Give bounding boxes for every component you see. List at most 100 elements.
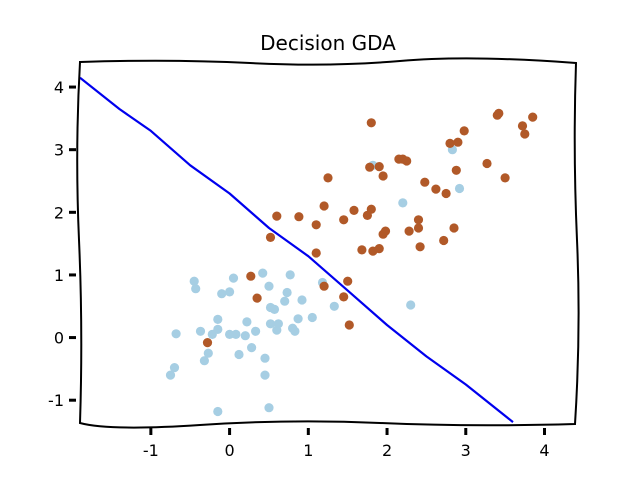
- class-1-point: [366, 204, 376, 214]
- class-1-point: [451, 165, 461, 175]
- class-1-point: [319, 201, 329, 211]
- class-0-point: [231, 329, 241, 339]
- class-0-point: [297, 295, 307, 305]
- class-1-point: [323, 173, 333, 183]
- class-0-point: [307, 312, 317, 323]
- class-1-point: [517, 121, 528, 131]
- class-1-point: [272, 211, 282, 221]
- class-1-point: [374, 244, 384, 254]
- class-1-point: [365, 162, 375, 172]
- class-1-point: [339, 215, 349, 225]
- class-1-point: [246, 271, 256, 281]
- class-1-point: [459, 126, 469, 136]
- class-0-point: [165, 370, 176, 380]
- y-tick-label: 3: [54, 141, 64, 160]
- class-0-point: [329, 301, 339, 311]
- class-1-point: [202, 338, 213, 348]
- class-0-point: [234, 349, 244, 360]
- class-0-point: [265, 319, 276, 329]
- class-1-point: [413, 223, 424, 233]
- class-0-point: [213, 314, 223, 324]
- class-1-point: [500, 173, 510, 183]
- class-0-point: [251, 326, 261, 336]
- x-tick-label: 2: [382, 441, 392, 460]
- class-0-point: [258, 268, 268, 278]
- x-tick-label: 1: [303, 441, 313, 460]
- y-tick-label: 2: [54, 203, 64, 222]
- class-1-point: [404, 226, 414, 236]
- class-1-point: [311, 248, 321, 258]
- class-0-point: [264, 281, 274, 291]
- x-tick-label: 3: [461, 441, 471, 460]
- decision-boundary-line: [80, 76, 514, 423]
- plot-frame: [76, 57, 580, 429]
- y-tick-label: 0: [54, 329, 64, 348]
- class-1-point: [482, 158, 492, 169]
- class-1-point: [344, 320, 354, 330]
- class-0-point: [225, 329, 235, 339]
- class-1-point: [380, 226, 391, 236]
- class-1-point: [449, 223, 459, 233]
- class-0-point: [213, 324, 223, 334]
- class-0-point: [282, 287, 292, 298]
- class-1-point: [520, 129, 530, 139]
- x-tick-label: -1: [143, 441, 159, 460]
- class-1-point: [349, 205, 359, 215]
- class-0-point: [269, 304, 280, 314]
- class-0-point: [293, 314, 303, 324]
- class-1-point: [415, 242, 425, 252]
- class-1-point: [453, 137, 463, 147]
- class-0-point: [169, 363, 180, 373]
- class-1-point: [420, 177, 430, 187]
- class-0-point: [199, 356, 209, 366]
- class-0-point: [189, 276, 199, 286]
- class-0-point: [171, 329, 181, 339]
- class-0-point: [195, 326, 206, 336]
- class-1-point: [413, 215, 424, 225]
- class-0-point: [273, 319, 283, 329]
- class-1-point: [265, 232, 276, 242]
- class-0-point: [285, 270, 295, 280]
- class-0-point: [247, 343, 257, 353]
- class-0-point: [260, 353, 270, 363]
- class-1-point: [439, 235, 449, 246]
- class-1-point: [402, 156, 412, 166]
- class-0-point: [406, 300, 416, 310]
- y-tick-label: 4: [54, 78, 64, 97]
- class-1-point: [366, 118, 376, 128]
- class-0-point: [260, 370, 270, 380]
- y-tick-label: -1: [48, 391, 64, 410]
- class-0-point: [203, 348, 213, 358]
- class-0-point: [191, 284, 201, 294]
- class-0-point: [225, 287, 235, 297]
- class-1-point: [431, 184, 441, 194]
- x-tick-label: 4: [539, 441, 549, 460]
- class-0-point: [290, 326, 300, 336]
- class-1-point: [441, 188, 451, 199]
- class-0-point: [280, 296, 290, 306]
- class-1-point: [374, 162, 384, 172]
- y-tick-label: 1: [54, 266, 64, 285]
- class-1-point: [294, 212, 304, 222]
- class-1-point: [528, 112, 538, 122]
- class-0-point: [213, 406, 223, 417]
- class-0-point: [398, 198, 408, 208]
- class-1-point: [252, 293, 262, 303]
- chart-title: Decision GDA: [260, 31, 396, 55]
- class-0-point: [228, 273, 239, 283]
- class-0-point: [242, 317, 252, 327]
- class-1-point: [319, 281, 329, 291]
- class-1-point: [378, 171, 388, 181]
- x-tick-label: 0: [224, 441, 234, 460]
- class-0-point: [454, 183, 465, 194]
- class-0-point: [240, 331, 250, 341]
- class-1-point: [339, 292, 349, 302]
- class-1-point: [445, 138, 455, 148]
- class-1-point: [343, 276, 353, 286]
- class-1-point: [311, 220, 321, 230]
- class-1-point: [357, 245, 367, 255]
- class-0-point: [217, 289, 227, 299]
- class-1-point: [494, 108, 504, 118]
- class-0-point: [264, 403, 274, 413]
